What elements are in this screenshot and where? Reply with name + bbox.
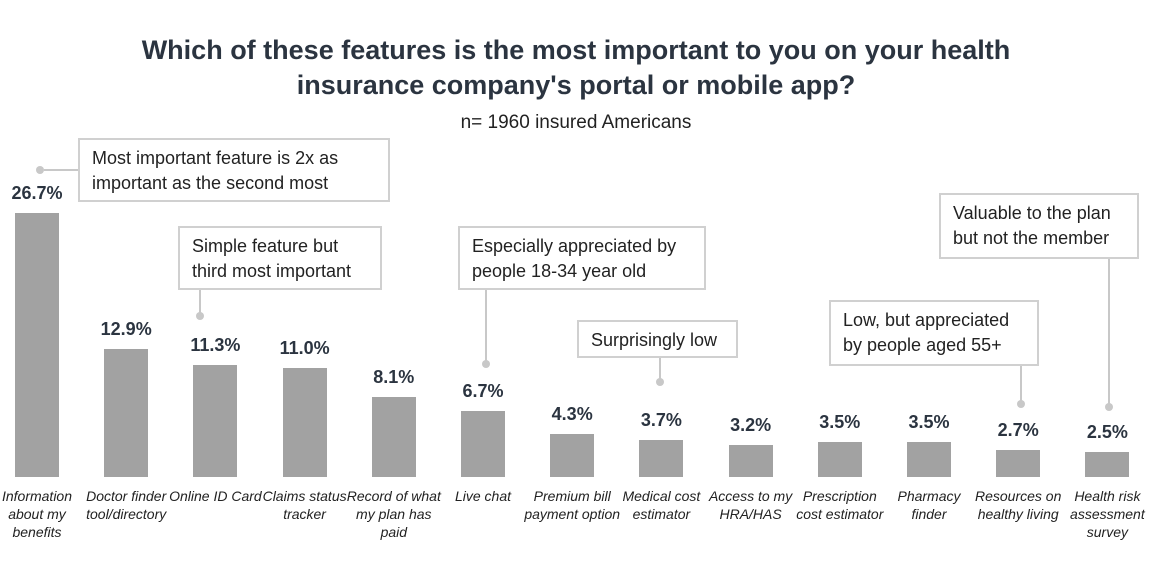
leader-dot (36, 166, 44, 174)
x-tick-label: Doctor finder tool/directory (86, 488, 167, 522)
value-label: 26.7% (11, 183, 63, 203)
x-tick-label: Live chat (454, 488, 512, 504)
bar (639, 440, 684, 477)
bar (461, 410, 505, 477)
chart-title: Which of these features is the most impo… (141, 35, 1011, 100)
bar (193, 365, 238, 477)
bar (371, 396, 416, 477)
x-tick-label: Premium bill payment option (524, 488, 621, 522)
value-label: 3.2% (730, 415, 772, 436)
bar (817, 442, 862, 477)
annotation: Especially appreciated by people 18-34 y… (458, 226, 706, 290)
bar (104, 349, 149, 477)
value-label: 3.5% (908, 412, 950, 433)
leader-line (44, 169, 78, 171)
leader-dot (1105, 403, 1113, 411)
bar (15, 213, 59, 477)
x-tick-label: Information about my benefits (1, 488, 73, 540)
value-label: 3.5% (819, 412, 861, 433)
bar (1085, 452, 1130, 477)
bar (282, 368, 327, 477)
bar (550, 434, 595, 477)
x-tick-label: Claims status tracker (262, 488, 347, 522)
annotation: Valuable to the plan but not the member (939, 193, 1139, 259)
leader-dot (482, 360, 490, 368)
leader-dot (1017, 400, 1025, 408)
value-label: 11.3% (190, 335, 241, 356)
bar (996, 450, 1041, 477)
leader-line (1108, 259, 1110, 407)
x-tick-label: Health risk assessment survey (1070, 488, 1145, 540)
leader-line (485, 290, 487, 362)
value-label: 2.5% (1086, 422, 1128, 443)
annotation: Surprisingly low (577, 320, 738, 358)
x-tick-label: Access to my HRA/HAS (708, 488, 793, 522)
leader-dot (656, 378, 664, 386)
x-tick-label: Medical cost estimator (622, 488, 701, 522)
x-tick-label: Prescription cost estimator (796, 488, 884, 522)
annotation: Low, but appreciated by people aged 55+ (829, 300, 1039, 366)
leader-line (659, 358, 661, 380)
x-tick-label: Record of what my plan has paid (346, 488, 441, 540)
value-label: 8.1% (373, 366, 415, 387)
annotation: Simple feature but third most important (178, 226, 382, 290)
x-tick-label: Resources on healthy living (974, 488, 1062, 522)
x-tick-label: Pharmacy finder (897, 488, 961, 522)
value-label: 4.3% (551, 404, 593, 425)
value-label: 3.7% (640, 410, 682, 431)
value-label: 6.7% (462, 380, 504, 401)
leader-dot (196, 312, 204, 320)
value-label: 11.0% (279, 338, 330, 359)
bar (728, 445, 773, 477)
value-label: 2.7% (997, 420, 1039, 441)
leader-line (1020, 366, 1022, 402)
annotation: Most important feature is 2x as importan… (78, 138, 390, 202)
bar (907, 442, 951, 477)
x-tick-label: Online ID Card (169, 488, 262, 504)
value-label: 12.9% (100, 319, 152, 340)
chart-subtitle: n= 1960 insured Americans (460, 112, 692, 133)
leader-line (199, 290, 201, 316)
